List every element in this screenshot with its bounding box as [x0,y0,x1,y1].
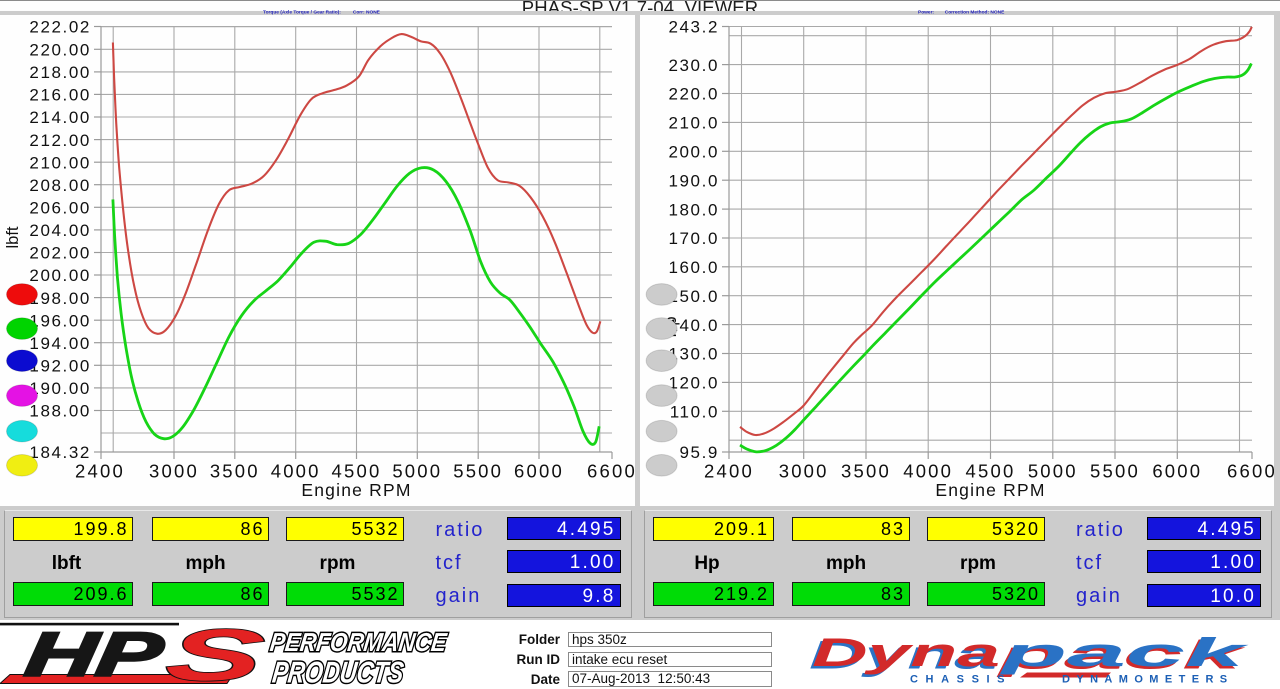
svg-text:222.02: 222.02 [29,18,91,37]
svg-text:S: S [161,620,269,689]
svg-text:208.00: 208.00 [29,176,91,195]
svg-text:216.00: 216.00 [29,86,91,105]
svg-text:188.00: 188.00 [29,402,91,421]
svg-text:192.00: 192.00 [29,357,91,376]
svg-text:2400: 2400 [704,461,754,482]
svg-text:5000: 5000 [1028,461,1078,482]
svg-text:Engine RPM: Engine RPM [935,480,1045,500]
svg-text:210.00: 210.00 [29,153,91,172]
svg-text:DYNAMOMETERS: DYNAMOMETERS [1062,673,1234,685]
svg-text:3000: 3000 [779,461,829,482]
svg-text:120.0: 120.0 [668,374,719,393]
svg-text:140.0: 140.0 [668,316,719,335]
svg-text:170.0: 170.0 [668,229,719,248]
svg-text:pack: pack [996,633,1245,677]
svg-text:243.2: 243.2 [668,18,719,37]
svg-text:4500: 4500 [332,461,382,482]
svg-text:5000: 5000 [392,461,442,482]
svg-text:6000: 6000 [514,461,564,482]
svg-text:196.00: 196.00 [29,311,91,330]
svg-text:4500: 4500 [966,461,1016,482]
svg-text:3000: 3000 [149,461,199,482]
svg-text:6600: 6600 [1227,461,1274,482]
svg-text:218.00: 218.00 [29,63,91,82]
svg-text:212.00: 212.00 [29,131,91,150]
svg-text:pack: pack [999,631,1248,675]
svg-text:190.00: 190.00 [29,379,91,398]
svg-text:PERFORMANCE: PERFORMANCE [268,627,449,657]
svg-text:95.9: 95.9 [680,443,720,462]
svg-text:5500: 5500 [1090,461,1140,482]
svg-text:160.0: 160.0 [668,258,719,277]
svg-text:Dyna: Dyna [809,633,997,677]
svg-text:110.0: 110.0 [670,403,719,422]
svg-text:6600: 6600 [587,461,635,482]
svg-text:206.00: 206.00 [29,199,91,218]
svg-text:210.0: 210.0 [668,114,719,133]
svg-text:3500: 3500 [841,461,891,482]
svg-text:194.00: 194.00 [29,334,91,353]
svg-text:180.0: 180.0 [668,200,719,219]
svg-text:198.00: 198.00 [29,289,91,308]
svg-text:3500: 3500 [210,461,260,482]
svg-text:230.0: 230.0 [668,56,719,75]
svg-text:lbft: lbft [4,226,22,248]
svg-text:Engine RPM: Engine RPM [301,480,411,500]
svg-text:Dyna: Dyna [812,631,1000,675]
svg-text:190.0: 190.0 [668,171,719,190]
svg-text:200.00: 200.00 [29,266,91,285]
svg-text:5500: 5500 [453,461,503,482]
svg-text:200.0: 200.0 [668,143,719,162]
svg-text:6000: 6000 [1152,461,1202,482]
svg-text:HP: HP [21,620,167,689]
svg-text:130.0: 130.0 [668,345,719,364]
svg-text:202.00: 202.00 [29,244,91,263]
svg-text:184.32: 184.32 [29,443,91,462]
svg-text:220.00: 220.00 [29,41,91,60]
svg-text:4000: 4000 [903,461,953,482]
svg-text:PRODUCTS: PRODUCTS [270,656,405,689]
svg-text:220.0: 220.0 [668,85,719,104]
svg-text:214.00: 214.00 [29,108,91,127]
svg-text:2400: 2400 [75,461,125,482]
svg-text:4000: 4000 [271,461,321,482]
svg-text:204.00: 204.00 [29,221,91,240]
svg-text:150.0: 150.0 [668,287,719,306]
svg-text:CHASSIS: CHASSIS [910,673,1012,685]
